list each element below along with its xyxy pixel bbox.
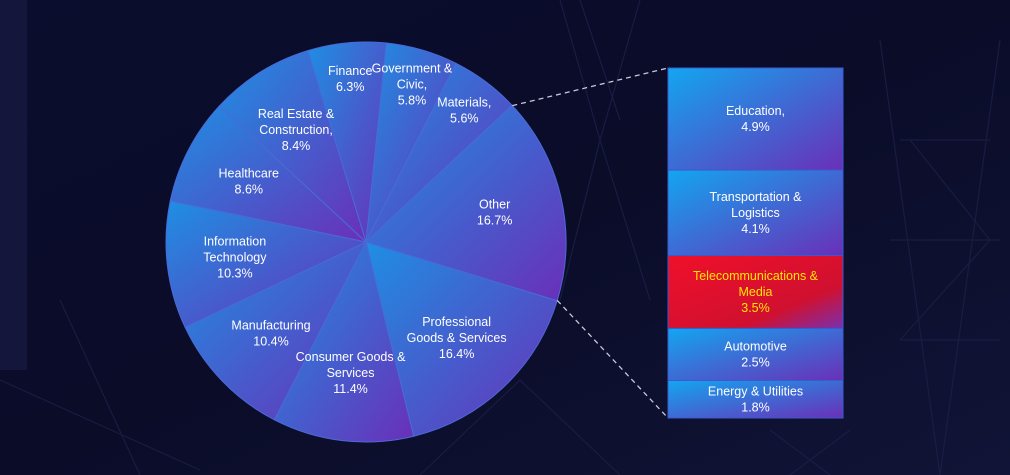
pie-label-other: Other 16.7% <box>477 197 512 227</box>
pie-slice-healthcare <box>169 105 368 243</box>
pie-label-information-technology: Information Technology 10.3% <box>203 234 267 280</box>
breakdown-bar-energy-utilities <box>667 380 844 419</box>
pie-slice-professional-goods-services <box>365 241 558 437</box>
connector-line-bottom <box>556 299 669 419</box>
breakdown-label-automotive: Automotive 2.5% <box>724 339 787 369</box>
pie-label-healthcare: Healthcare 8.6% <box>219 166 279 196</box>
pie-label-real-estate-construction: Real Estate & Construction, 8.4% <box>258 107 335 153</box>
pie-label-manufacturing: Manufacturing 10.4% <box>231 319 310 349</box>
breakdown-bar-transportation-logistics <box>667 169 844 256</box>
breakdown-label-telecommunications-media: Telecommunications & Media 3.5% <box>693 269 819 315</box>
breakdown-bar-education <box>667 67 844 171</box>
pie-slice-other <box>365 104 567 302</box>
breakdown-label-transportation-logistics: Transportation & Logistics 4.1% <box>710 190 803 236</box>
pie-slice-real-estate-construction <box>218 49 368 244</box>
breakdown-label-energy-utilities: Energy & Utilities 1.8% <box>708 384 803 414</box>
breakdown-bar-automotive <box>667 327 844 382</box>
pie-label-professional-goods-services: Professional Goods & Services 16.4% <box>407 315 507 361</box>
pie-label-government-civic: Government & Civic, 5.8% <box>372 62 453 108</box>
pie-slice-information-technology <box>165 200 368 328</box>
pie-label-materials: Materials, 5.6% <box>437 96 491 126</box>
connector-line-top <box>512 67 669 107</box>
breakdown-bar-telecommunications-media <box>667 255 844 329</box>
pie-label-finance: Finance 6.3% <box>328 64 373 94</box>
left-side-panel <box>0 0 27 370</box>
pie-slice-consumer-goods-services <box>273 240 415 443</box>
pie-label-consumer-goods-services: Consumer Goods & Services 11.4% <box>296 350 406 396</box>
pie-slice-manufacturing <box>184 240 368 421</box>
breakdown-label-education: Education, 4.9% <box>726 104 785 134</box>
